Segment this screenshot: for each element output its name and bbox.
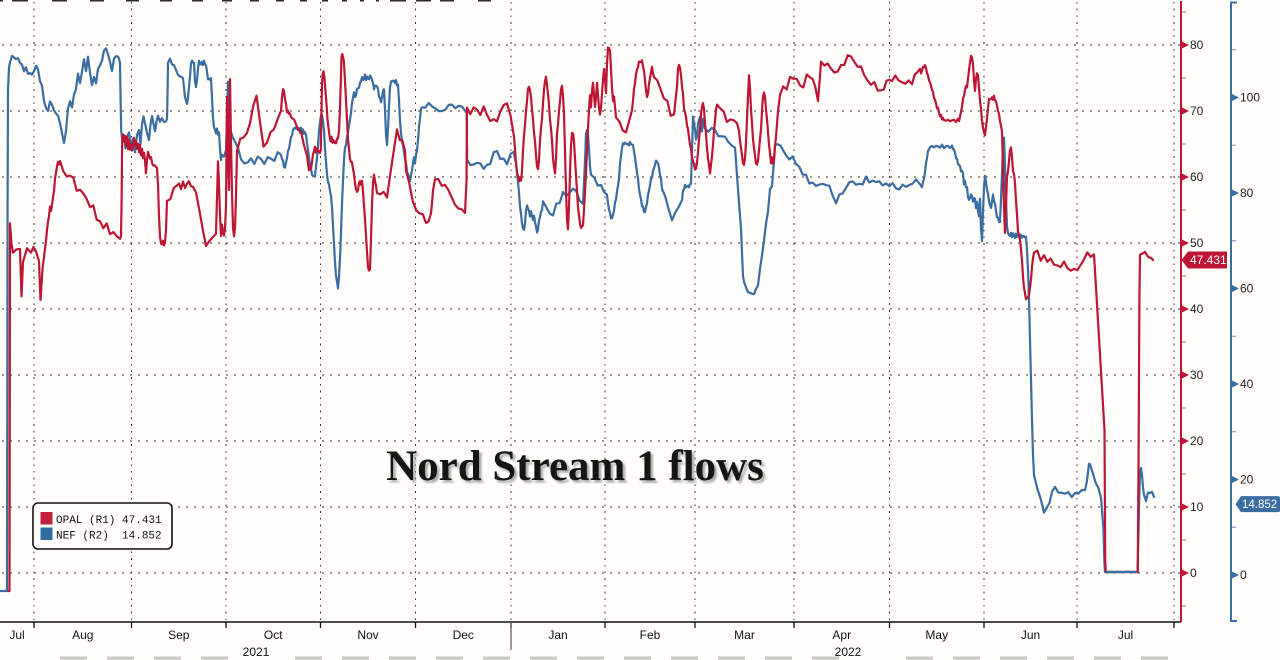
svg-text:Mar: Mar <box>734 628 755 642</box>
svg-text:Nov: Nov <box>357 628 378 642</box>
svg-text:2022: 2022 <box>835 645 862 659</box>
svg-text:30: 30 <box>1190 368 1204 382</box>
svg-text:Sep: Sep <box>168 628 190 642</box>
svg-text:Dec: Dec <box>453 628 474 642</box>
svg-text:20: 20 <box>1240 473 1254 487</box>
svg-text:Jul: Jul <box>9 628 24 642</box>
svg-text:Nord Stream 1 flows: Nord Stream 1 flows <box>386 443 764 490</box>
svg-text:40: 40 <box>1240 377 1254 391</box>
svg-text:10: 10 <box>1190 500 1204 514</box>
svg-text:70: 70 <box>1190 104 1204 118</box>
svg-text:80: 80 <box>1190 38 1204 52</box>
svg-text:Oct: Oct <box>264 628 283 642</box>
svg-text:60: 60 <box>1240 282 1254 296</box>
svg-text:20: 20 <box>1190 434 1204 448</box>
svg-text:47.431: 47.431 <box>1190 253 1227 267</box>
svg-text:Jun: Jun <box>1021 628 1040 642</box>
svg-text:Feb: Feb <box>640 628 661 642</box>
svg-text:40: 40 <box>1190 302 1204 316</box>
svg-text:2021: 2021 <box>243 645 270 659</box>
svg-text:Aug: Aug <box>72 628 93 642</box>
svg-text:NEF (R2) 14.852: NEF (R2) 14.852 <box>56 531 162 543</box>
svg-text:Apr: Apr <box>832 628 851 642</box>
svg-text:80: 80 <box>1240 186 1254 200</box>
svg-text:Jan: Jan <box>548 628 567 642</box>
svg-text:100: 100 <box>1240 91 1260 105</box>
svg-text:60: 60 <box>1190 170 1204 184</box>
svg-text:0: 0 <box>1190 566 1197 580</box>
svg-text:OPAL (R1) 47.431: OPAL (R1) 47.431 <box>56 515 162 527</box>
svg-text:0: 0 <box>1240 568 1247 582</box>
svg-text:May: May <box>925 628 948 642</box>
svg-text:14.852: 14.852 <box>1242 499 1277 511</box>
svg-text:Jul: Jul <box>1118 628 1133 642</box>
svg-text:50: 50 <box>1190 236 1204 250</box>
